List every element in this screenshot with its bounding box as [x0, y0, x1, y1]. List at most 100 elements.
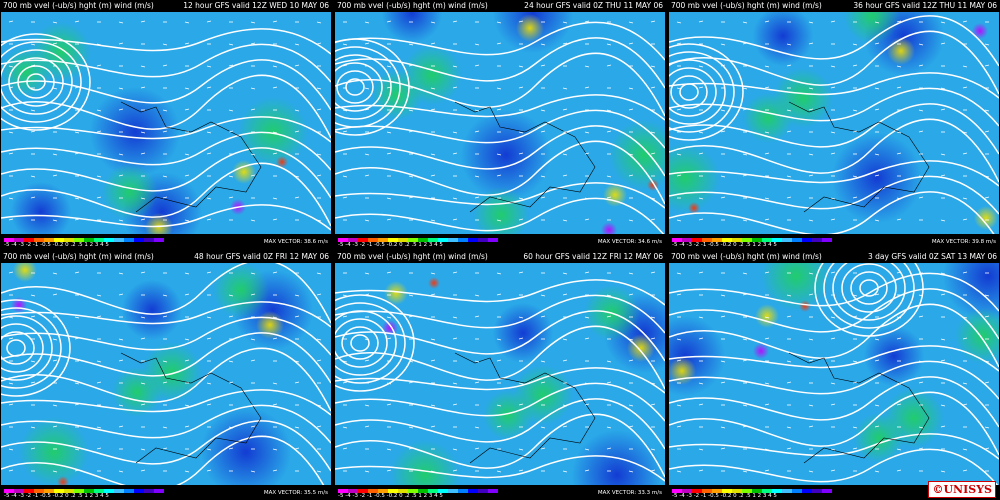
colorbar-swatch — [682, 489, 692, 493]
wind-vector — [74, 316, 80, 319]
wind-vector — [452, 86, 458, 89]
wind-vector — [962, 152, 968, 155]
wind-vector — [250, 425, 256, 428]
panel-valid-time: 36 hour GFS valid 12Z THU 11 MAY 06 — [853, 1, 997, 10]
wind-vector — [30, 64, 36, 67]
contour — [841, 263, 897, 313]
wind-vector — [52, 470, 58, 473]
wind-vector — [228, 426, 234, 429]
wind-vector — [496, 108, 502, 111]
wind-vector — [786, 381, 792, 384]
contour — [1, 323, 44, 373]
colorbar-labels: -5 -4 -3 -2 -1 -0.5 -0.2 0 .2 .5 1 2 3 4… — [672, 493, 777, 499]
wind-vector — [918, 130, 924, 133]
wind-vector — [742, 425, 748, 428]
panel-title: 700 mb vvel (-ub/s) hght (m) wind (m/s) — [671, 252, 822, 261]
wind-vector — [316, 425, 322, 428]
wind-vector — [808, 219, 814, 222]
wind-vector — [786, 447, 792, 450]
wind-vector — [162, 360, 168, 363]
wind-vector — [518, 316, 524, 319]
wind-vector — [184, 42, 190, 45]
wind-vector — [430, 21, 436, 24]
wind-vector — [8, 469, 14, 472]
wind-vector — [962, 403, 968, 406]
wind-vector — [764, 218, 770, 221]
contour — [335, 197, 665, 234]
colorbar-swatch — [134, 238, 144, 242]
wind-vector — [342, 294, 348, 297]
wind-vector — [30, 196, 36, 199]
wind-vector — [364, 425, 370, 428]
wind-vector — [808, 108, 814, 111]
wind-vector — [294, 294, 300, 297]
contour — [1, 43, 331, 83]
wind-vector — [650, 197, 656, 200]
wind-vector — [962, 469, 968, 472]
wind-vector — [8, 337, 14, 340]
colorbar-swatch — [468, 238, 478, 242]
colorbar-swatch — [458, 238, 468, 242]
wind-vector — [830, 337, 836, 340]
contour — [669, 67, 717, 117]
wind-vector — [874, 359, 880, 362]
wind-vector — [496, 359, 502, 362]
colorbar — [338, 238, 498, 242]
contour — [335, 367, 665, 394]
panel-valid-time: 24 hour GFS valid 0Z THU 11 MAY 06 — [524, 1, 663, 10]
contour — [669, 433, 999, 460]
colorbar-swatch — [802, 238, 812, 242]
contour — [1, 263, 331, 324]
weather-map — [335, 12, 665, 234]
wind-vector — [430, 338, 436, 341]
field-blob — [473, 187, 529, 234]
wind-vector — [540, 360, 546, 363]
wind-vector — [408, 130, 414, 133]
contour — [335, 94, 665, 121]
wind-vector — [984, 43, 990, 46]
colorbar-swatch — [104, 238, 114, 242]
wind-vector — [496, 470, 502, 473]
wind-vector — [272, 152, 278, 155]
wind-vector — [162, 175, 168, 178]
colorbar-swatch — [692, 489, 702, 493]
field-blob — [516, 14, 544, 42]
wind-vector — [720, 294, 726, 297]
wind-vector — [474, 315, 480, 318]
wind-vector — [74, 218, 80, 221]
wind-vector — [206, 86, 212, 89]
contour — [669, 345, 999, 372]
colorbar-swatch — [398, 238, 408, 242]
wind-vector — [698, 403, 704, 406]
wind-vector — [496, 87, 502, 90]
wind-vector — [250, 272, 256, 275]
contour — [335, 109, 665, 149]
colorbar-swatch — [14, 238, 24, 242]
wind-vector — [250, 470, 256, 473]
wind-vector — [606, 109, 612, 112]
contour — [669, 391, 999, 456]
wind-vector — [342, 64, 348, 67]
wind-vector — [96, 294, 102, 297]
contour — [669, 30, 999, 95]
wind-vector — [162, 64, 168, 67]
wind-vector — [650, 271, 656, 274]
colorbar — [4, 238, 164, 242]
colorbar-swatch — [388, 489, 398, 493]
wind-vector — [118, 404, 124, 407]
wind-vector — [162, 294, 168, 297]
wind-vector — [764, 197, 770, 200]
colorbar-swatch — [822, 489, 832, 493]
field-blob — [669, 143, 720, 213]
wind-vector — [764, 382, 770, 385]
contour — [335, 302, 406, 384]
wind-vector — [228, 294, 234, 297]
wind-vector — [518, 20, 524, 23]
wind-vector — [30, 43, 36, 46]
wind-vector — [562, 42, 568, 45]
wind-vector — [184, 272, 190, 275]
wind-vector — [676, 338, 682, 341]
wind-vector — [764, 65, 770, 68]
contour — [335, 37, 665, 89]
wind-vector — [698, 65, 704, 68]
